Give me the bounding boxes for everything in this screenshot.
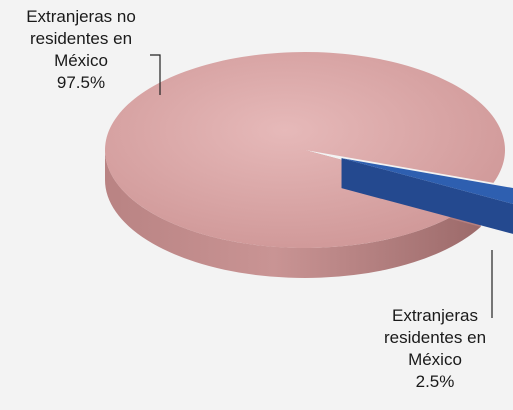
slice-label-line: Extranjeras no (26, 7, 136, 26)
slice-label-residentes: Extranjeras residentes en México 2.5% (360, 305, 510, 393)
pie-slice-no-residentes-side (105, 150, 481, 278)
slice-label-no-residentes: Extranjeras no residentes en México 97.5… (6, 6, 156, 94)
slice-label-line: Extranjeras (392, 306, 478, 325)
pie-slice-no-residentes (104, 52, 505, 249)
pie-slice-residentes (341, 158, 513, 204)
slice-label-line: México (54, 51, 108, 70)
slice-label-line: México (408, 350, 462, 369)
slice-percent-label: 2.5% (415, 372, 455, 391)
pie-slice-residentes-cut (341, 158, 513, 234)
leader-line-no-residentes (150, 54, 161, 95)
slice-label-line: residentes en (29, 29, 133, 48)
slice-label-line: residentes en (383, 328, 487, 347)
slice-percent-label: 97.5% (56, 73, 106, 92)
